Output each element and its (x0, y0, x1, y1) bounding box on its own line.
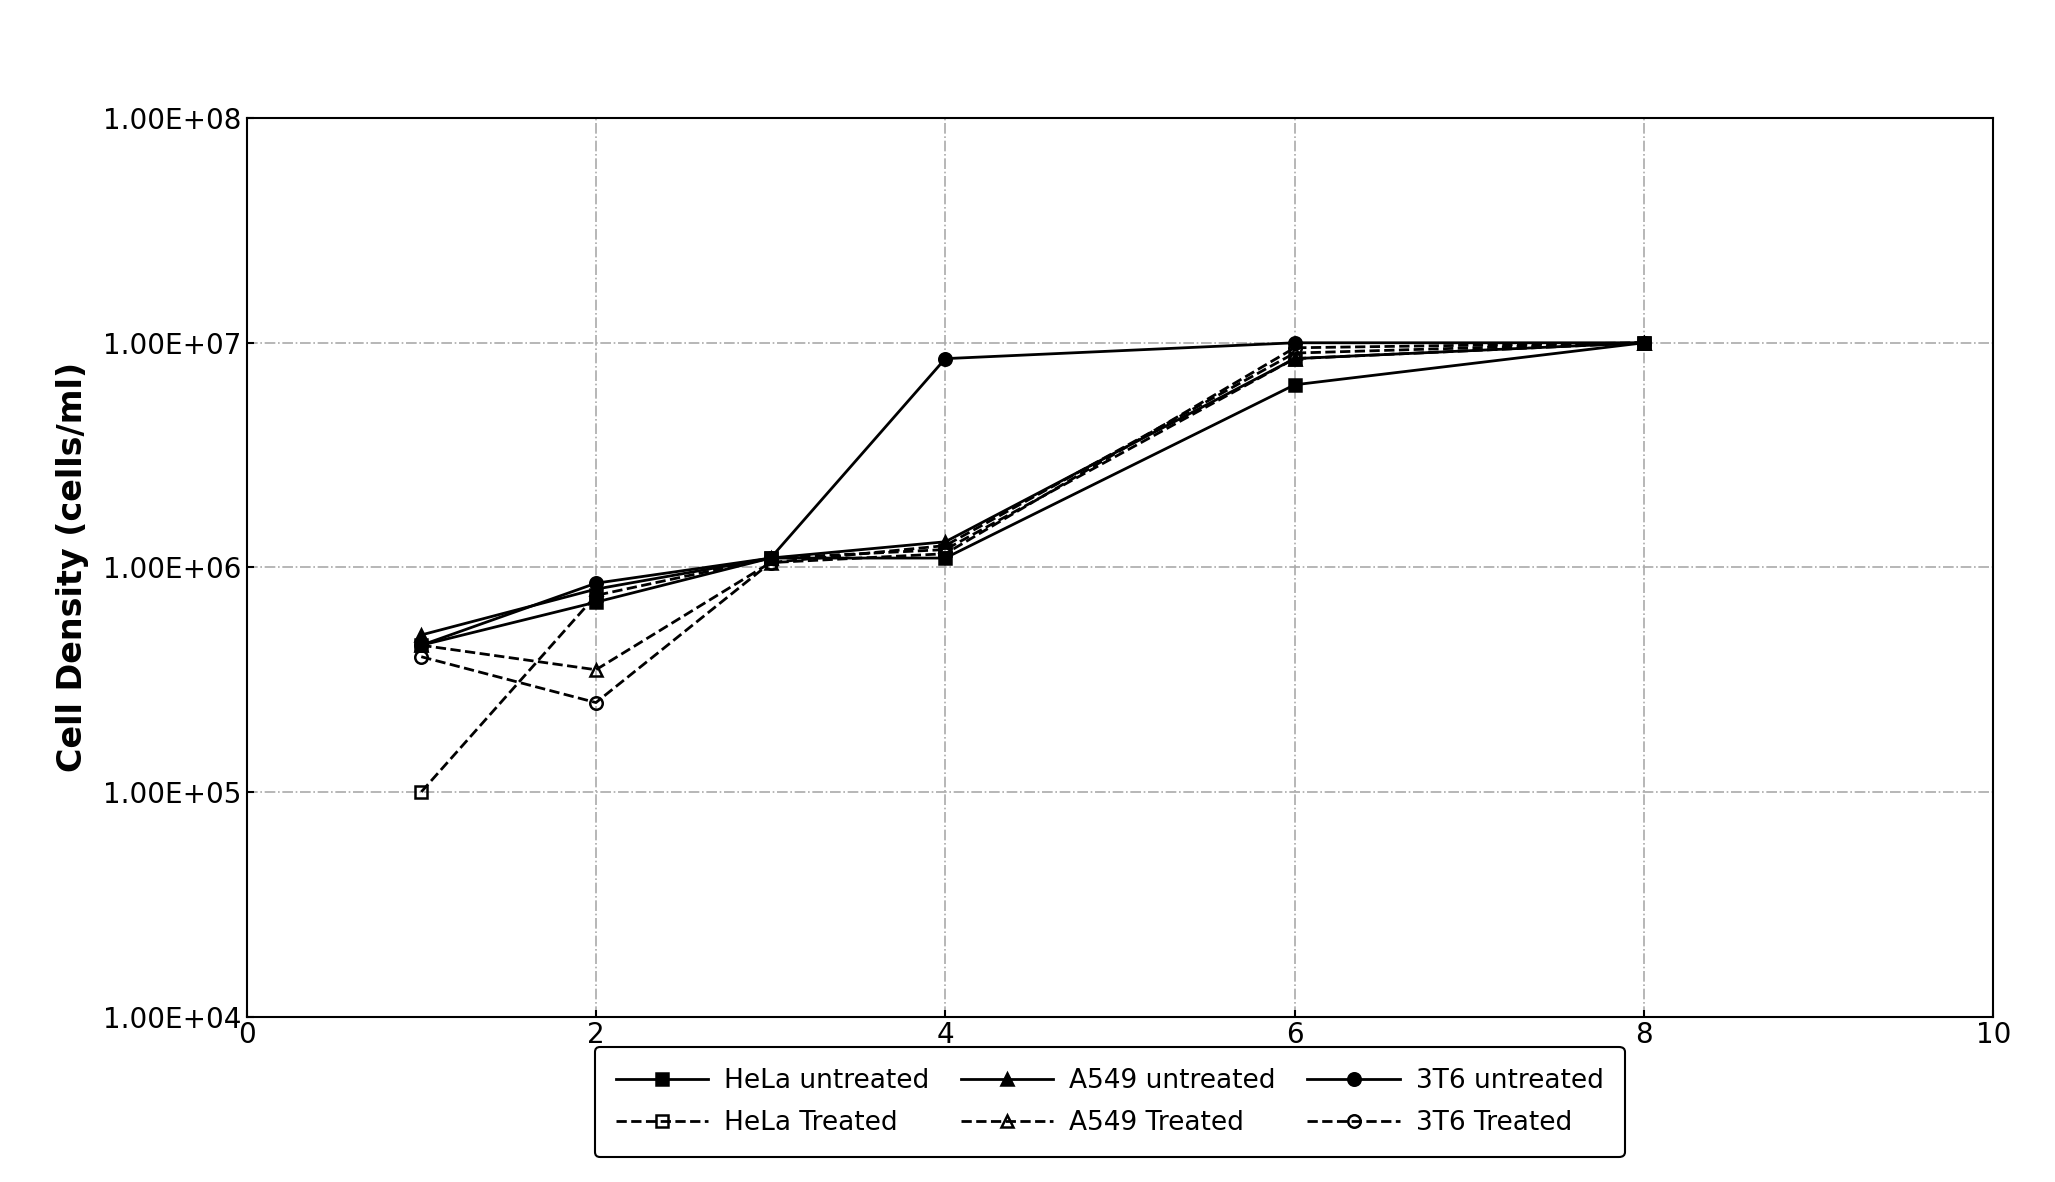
A549 Treated (1632, 336, 1656, 350)
A549 untreated (1282, 351, 1307, 365)
A549 untreated (409, 628, 434, 642)
3T6 Treated (933, 546, 958, 560)
3T6 Treated (758, 556, 783, 570)
HeLa untreated (1282, 378, 1307, 392)
HeLa Treated (758, 551, 783, 565)
3T6 Treated (409, 650, 434, 664)
A549 Treated (1282, 346, 1307, 361)
HeLa untreated (584, 595, 608, 609)
3T6 Treated (584, 695, 608, 709)
A549 Treated (933, 539, 958, 553)
Legend: HeLa untreated, HeLa Treated, A549 untreated, A549 Treated, 3T6 untreated, 3T6 T: HeLa untreated, HeLa Treated, A549 untre… (594, 1047, 1626, 1157)
3T6 Treated (1632, 336, 1656, 350)
3T6 untreated (1282, 336, 1307, 350)
3T6 untreated (758, 551, 783, 565)
Line: HeLa Treated: HeLa Treated (415, 337, 1650, 798)
HeLa Treated (933, 543, 958, 557)
HeLa Treated (584, 589, 608, 603)
A549 untreated (933, 534, 958, 548)
3T6 untreated (409, 638, 434, 652)
HeLa untreated (409, 638, 434, 652)
Line: HeLa untreated: HeLa untreated (415, 337, 1650, 651)
A549 untreated (1632, 336, 1656, 350)
Line: A549 Treated: A549 Treated (415, 337, 1650, 676)
HeLa Treated (1632, 336, 1656, 350)
3T6 untreated (584, 576, 608, 590)
HeLa untreated (933, 551, 958, 565)
HeLa Treated (409, 785, 434, 799)
X-axis label: Elapsed Time (Days): Elapsed Time (Days) (929, 1064, 1311, 1096)
HeLa untreated (758, 551, 783, 565)
Line: A549 untreated: A549 untreated (415, 337, 1650, 641)
3T6 untreated (1632, 336, 1656, 350)
Line: 3T6 Treated: 3T6 Treated (415, 337, 1650, 709)
A549 Treated (584, 663, 608, 677)
HeLa Treated (1282, 351, 1307, 365)
3T6 untreated (933, 351, 958, 365)
A549 untreated (758, 551, 783, 565)
HeLa untreated (1632, 336, 1656, 350)
Line: 3T6 untreated: 3T6 untreated (415, 337, 1650, 651)
A549 Treated (758, 556, 783, 570)
A549 Treated (409, 638, 434, 652)
3T6 Treated (1282, 340, 1307, 355)
Y-axis label: Cell Density (cells/ml): Cell Density (cells/ml) (55, 363, 90, 772)
A549 untreated (584, 582, 608, 596)
